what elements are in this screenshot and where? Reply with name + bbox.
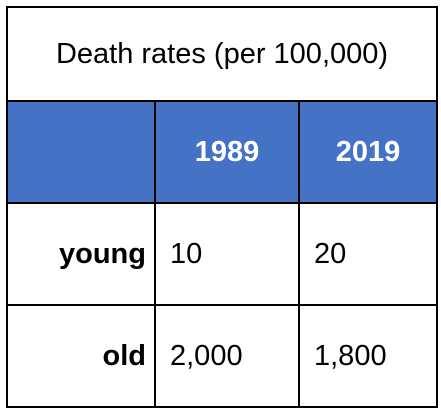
table-row-young: young 10 20 <box>6 202 439 306</box>
column-header-1989: 1989 <box>154 100 300 204</box>
cell-old-1989: 2,000 <box>154 304 300 408</box>
column-header-2019: 2019 <box>297 100 439 204</box>
header-corner-cell <box>6 100 156 204</box>
cell-old-2019: 1,800 <box>297 304 439 408</box>
table-row-old: old 2,000 1,800 <box>6 304 439 408</box>
table-title: Death rates (per 100,000) <box>5 6 439 102</box>
header-row: 1989 2019 <box>6 100 439 204</box>
row-label-old: old <box>6 304 156 408</box>
cell-young-1989: 10 <box>154 202 300 306</box>
death-rates-table: Death rates (per 100,000) 1989 2019 youn… <box>5 6 439 408</box>
row-label-young: young <box>6 202 156 306</box>
cell-young-2019: 20 <box>297 202 439 306</box>
